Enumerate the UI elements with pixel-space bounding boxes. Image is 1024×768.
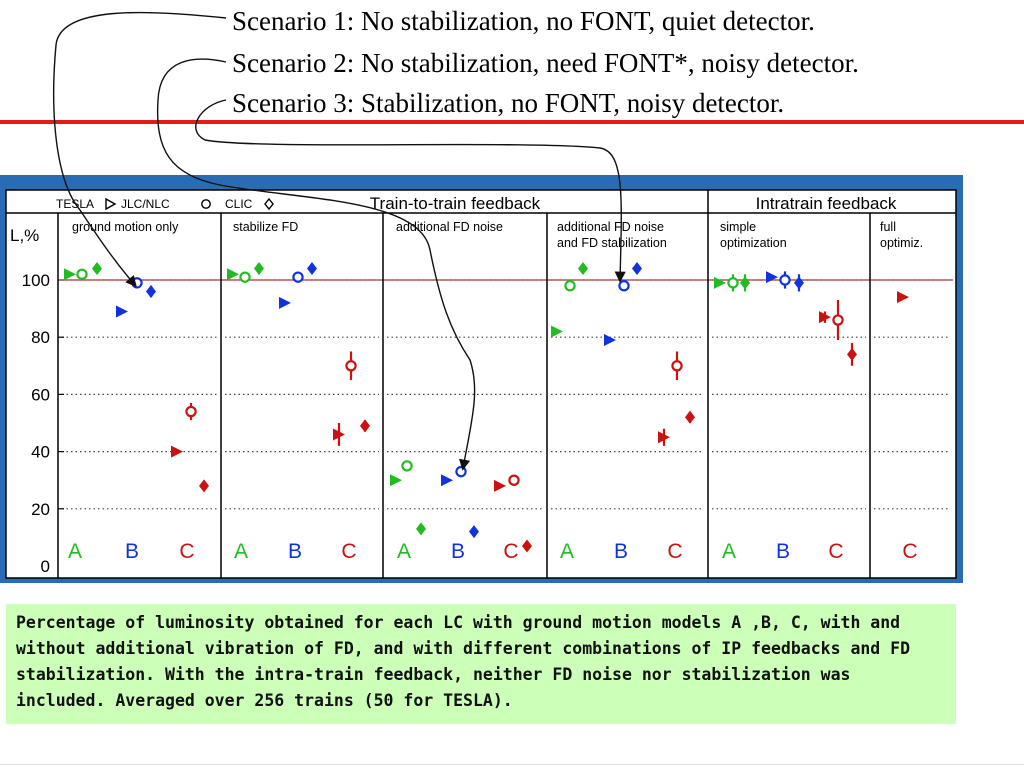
panel-title-0-line-0: ground motion only [72, 220, 179, 234]
point-B-triangle-p4 [766, 271, 778, 284]
panel-title-1-line-0: stabilize FD [233, 220, 298, 234]
y-tick-label-0: 0 [41, 557, 50, 576]
point-C-circle-p3 [671, 360, 683, 372]
caption-box: Percentage of luminosity obtained for ea… [6, 604, 956, 724]
panel-title-5-line-0: full [880, 220, 896, 234]
y-tick-label-80: 80 [31, 328, 50, 347]
panel-title-3-line-0: additional FD noise [557, 220, 664, 234]
point-C-circle-p0 [185, 405, 197, 418]
point-B-diamond-p2 [469, 525, 479, 539]
point-C-diamond-p0 [199, 479, 209, 493]
point-C-triangle-p4 [819, 311, 831, 324]
header-train-to-train: Train-to-train feedback [370, 194, 541, 213]
group-label-C-p1: C [341, 540, 356, 563]
point-C-triangle-p3 [658, 431, 670, 444]
scenario-3-text: Scenario 3: Stabilization, no FONT, nois… [232, 88, 785, 118]
group-label-A-p2: A [397, 540, 411, 563]
point-B-circle-p1 [292, 271, 304, 283]
point-B-circle-p0 [131, 277, 143, 289]
point-A-circle-p3 [564, 280, 576, 292]
point-A-diamond-p2 [416, 522, 426, 536]
scenario-2-text: Scenario 2: No stabilization, need FONT*… [232, 48, 859, 78]
group-label-C-p2: C [503, 540, 518, 563]
legend-tesla-label: TESLA [56, 197, 94, 211]
point-A-circle-p0 [76, 268, 88, 280]
group-label-B-p2: B [451, 540, 465, 563]
group-label-A-p1: A [234, 540, 248, 563]
group-label-C-p3: C [667, 540, 682, 563]
panel-title-3-line-1: and FD stabilization [557, 236, 667, 250]
panel-title-4-line-0: simple [720, 220, 756, 234]
point-A-diamond-p4 [740, 276, 750, 290]
group-label-A-p4: A [722, 540, 736, 563]
y-tick-label-20: 20 [31, 500, 50, 519]
point-C-circle-p1 [345, 360, 357, 372]
point-B-diamond-p4 [794, 276, 804, 290]
scenario-1-text: Scenario 1: No stabilization, no FONT, q… [232, 6, 815, 36]
point-C-circle-p2 [508, 474, 520, 486]
point-A-triangle-p2 [390, 474, 402, 487]
group-label-C-p0: C [179, 540, 194, 563]
point-A-triangle-p4 [714, 276, 726, 289]
point-A-circle-p2 [401, 460, 413, 472]
point-C-triangle-p2 [494, 479, 506, 492]
legend-clic-label: CLIC [225, 197, 253, 211]
point-B-diamond-p0 [146, 284, 156, 298]
legend-jlc-nlc-label: JLC/NLC [121, 197, 170, 211]
group-label-A-p0: A [68, 540, 82, 563]
group-label-C-p5: C [902, 540, 917, 563]
panel-title-5-line-1: optimiz. [880, 236, 923, 250]
group-label-B-p4: B [776, 540, 790, 563]
point-B-triangle-p3 [604, 334, 616, 347]
point-C-triangle-p5 [897, 291, 909, 304]
point-A-circle-p1 [239, 271, 251, 283]
panel-title-2-line-0: additional FD noise [396, 220, 503, 234]
luminosity-chart: TESLA JLC/NLC CLIC Train-to-train feedback I… [5, 189, 957, 579]
point-B-triangle-p2 [441, 474, 453, 487]
point-C-diamond-p3 [685, 410, 695, 424]
y-tick-label-40: 40 [31, 443, 50, 462]
group-label-B-p3: B [614, 540, 628, 563]
point-B-diamond-p3 [632, 262, 642, 276]
panel-title-4-line-1: optimization [720, 236, 787, 250]
point-B-circle-p2 [455, 465, 467, 478]
point-A-circle-p4 [727, 277, 739, 289]
group-label-B-p1: B [288, 540, 302, 563]
y-tick-label-60: 60 [31, 385, 50, 404]
y-axis-label: L,% [10, 226, 39, 245]
point-B-triangle-p0 [116, 305, 128, 318]
point-B-circle-p4 [779, 274, 791, 286]
point-C-diamond-p4 [847, 347, 857, 361]
y-tick-label-100: 100 [22, 271, 50, 290]
header-intratrain: Intratrain feedback [756, 194, 897, 213]
group-label-A-p3: A [560, 540, 574, 563]
point-A-triangle-p3 [551, 325, 563, 338]
bottom-divider [0, 764, 1024, 765]
group-label-C-p4: C [828, 540, 843, 563]
red-divider [0, 120, 1024, 124]
plot-area [5, 189, 957, 579]
group-label-B-p0: B [125, 540, 139, 563]
point-C-circle-p4 [832, 314, 844, 326]
point-C-diamond-p2 [522, 539, 532, 553]
point-B-circle-p3 [618, 280, 630, 292]
